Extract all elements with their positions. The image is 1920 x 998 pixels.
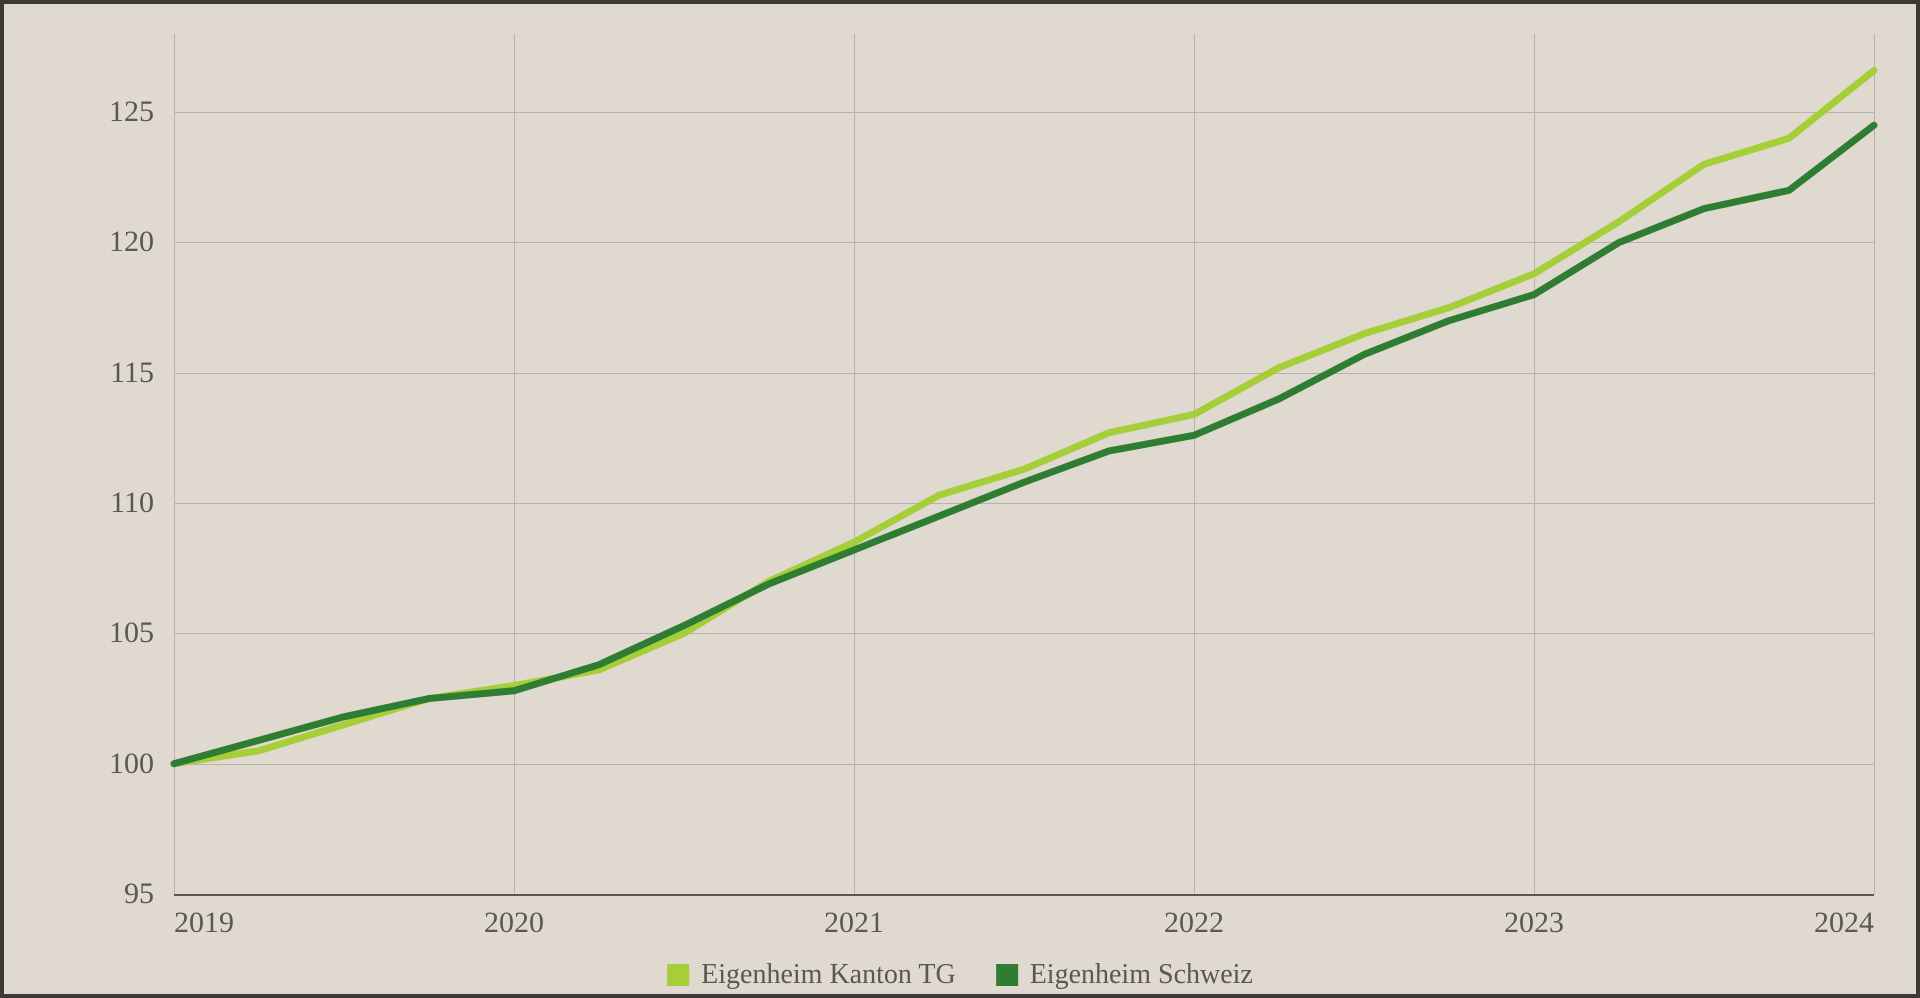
series-line — [174, 70, 1874, 763]
y-tick-label: 100 — [4, 747, 154, 781]
x-gridline — [1874, 34, 1875, 894]
plot-area — [174, 34, 1874, 894]
y-tick-label: 125 — [4, 95, 154, 129]
y-tick-label: 95 — [4, 877, 154, 911]
legend-swatch — [667, 964, 689, 986]
y-tick-label: 110 — [4, 486, 154, 520]
legend-label: Eigenheim Kanton TG — [701, 959, 956, 991]
legend-label: Eigenheim Schweiz — [1030, 959, 1253, 991]
y-tick-label: 115 — [4, 356, 154, 390]
x-tick-label: 2023 — [1504, 906, 1564, 940]
y-tick-label: 105 — [4, 616, 154, 650]
x-tick-label: 2022 — [1164, 906, 1224, 940]
x-tick-label: 2021 — [824, 906, 884, 940]
y-tick-label: 120 — [4, 225, 154, 259]
legend-item: Eigenheim Kanton TG — [667, 959, 956, 991]
series-svg — [174, 34, 1874, 894]
legend-swatch — [996, 964, 1018, 986]
x-axis-line — [174, 894, 1874, 896]
x-tick-label: 2024 — [1814, 906, 1874, 940]
x-tick-label: 2020 — [484, 906, 544, 940]
x-tick-label: 2019 — [174, 906, 234, 940]
line-chart: Eigenheim Kanton TG Eigenheim Schweiz 95 1… — [0, 0, 1920, 998]
legend-item: Eigenheim Schweiz — [996, 959, 1253, 991]
legend: Eigenheim Kanton TG Eigenheim Schweiz — [667, 959, 1253, 991]
